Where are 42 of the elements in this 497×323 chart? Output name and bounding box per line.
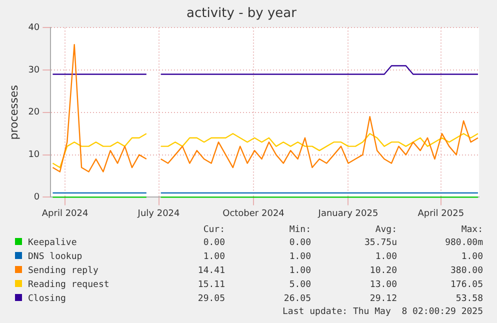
- x-tick-label: April 2025: [418, 208, 464, 219]
- x-tick-label: January 2025: [317, 208, 378, 219]
- legend-label: Keepalive: [27, 237, 78, 250]
- text: 10.20: [368, 265, 397, 278]
- text: 1.00: [288, 265, 311, 278]
- text: Last update: Thu May 8 02:00:29 2025: [282, 306, 483, 318]
- text: Min:: [288, 224, 311, 236]
- text: 1.00: [288, 251, 311, 264]
- text: 1.00: [202, 251, 225, 264]
- text: 14.41: [196, 265, 225, 278]
- text: 1.00: [460, 251, 483, 264]
- text: 1.00: [374, 251, 397, 264]
- text: 980.00m: [444, 237, 483, 250]
- text: 0.00: [288, 237, 311, 250]
- legend-label: Closing: [27, 293, 67, 306]
- text: 29.05: [196, 293, 225, 306]
- legend-label: DNS lookup: [27, 251, 84, 264]
- text: 29.12: [368, 293, 397, 306]
- text: 26.05: [282, 293, 311, 306]
- x-tick-label: October 2024: [222, 208, 285, 219]
- legend-label: Sending reply: [27, 265, 100, 278]
- y-axis-title: processes: [7, 84, 20, 140]
- text: 53.58: [454, 293, 483, 306]
- text: 176.05: [449, 279, 483, 292]
- text: Max:: [460, 224, 483, 236]
- y-tick-label: 30: [28, 65, 40, 76]
- text: Avg:: [374, 224, 397, 236]
- text: 35.75u: [363, 237, 397, 250]
- text: 380.00: [449, 265, 483, 278]
- x-tick-label: July 2024: [136, 208, 180, 219]
- text: 0.00: [202, 237, 225, 250]
- x-tick-label: April 2024: [42, 208, 89, 219]
- y-tick-label: 40: [28, 22, 40, 33]
- text: 5.00: [288, 279, 311, 292]
- y-tick-label: 10: [28, 150, 40, 160]
- chart-title: activity - by year: [186, 6, 298, 22]
- text: 15.11: [196, 279, 225, 292]
- legend-label: Reading request: [27, 279, 110, 292]
- text: 13.00: [368, 279, 397, 292]
- y-tick-label: 20: [28, 108, 40, 118]
- y-tick-label: 0: [34, 192, 40, 203]
- text: Cur:: [202, 224, 225, 236]
